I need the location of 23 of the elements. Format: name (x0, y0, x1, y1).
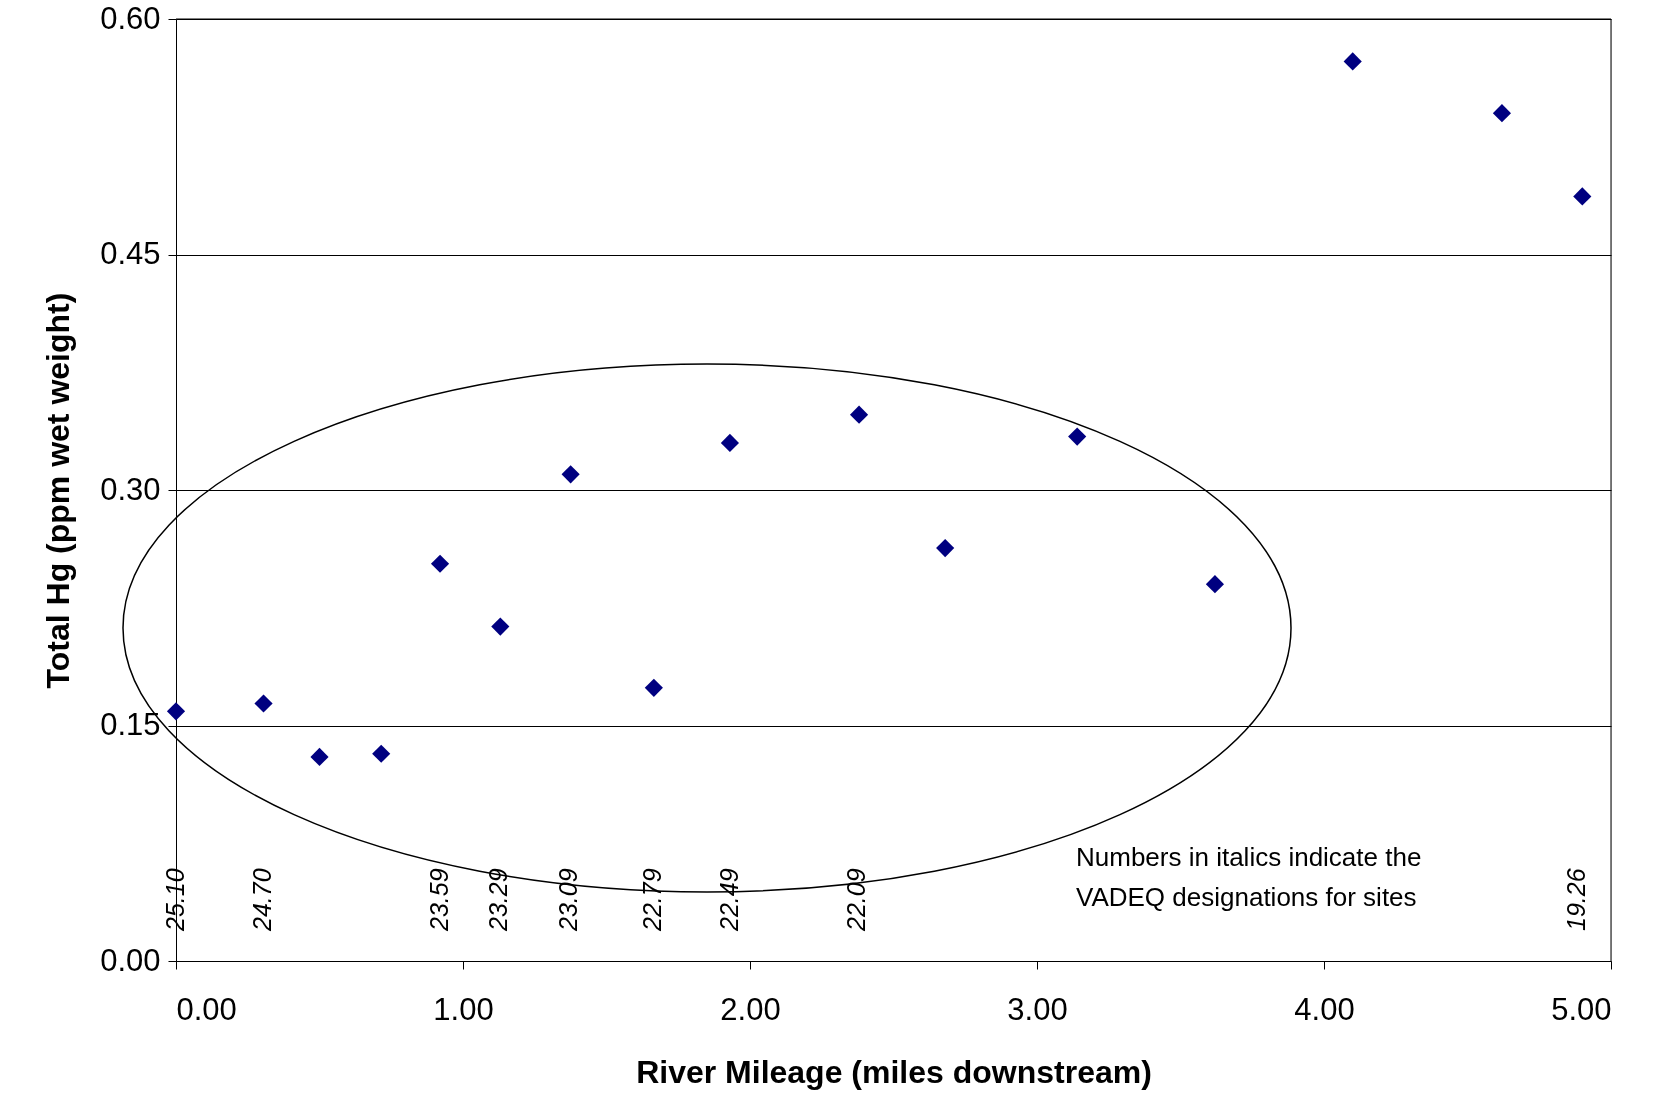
x-tick-label: 1.00 (433, 991, 494, 1027)
x-tick-label: 4.00 (1294, 991, 1355, 1027)
annotation: 25.10 (161, 868, 189, 932)
y-tick-label: 0.15 (100, 707, 161, 742)
x-tick-label: 3.00 (1007, 991, 1068, 1027)
y-tick-label: 0.30 (100, 471, 161, 507)
annotation: 23.59 (425, 868, 453, 932)
annotation: 19.26 (1562, 868, 1590, 931)
annotation: Numbers in italics indicate the VADEQ designations for sites (1076, 842, 1422, 912)
annotation: 22.79 (638, 868, 666, 932)
annotation: 24.70 (248, 868, 276, 932)
x-tick-label: 5.00 (1551, 991, 1612, 1027)
annotation: 22.49 (715, 868, 743, 932)
annotation: 23.09 (554, 868, 582, 932)
annotation: 23.29 (484, 868, 512, 932)
y-tick-label: 0.60 (100, 0, 161, 36)
annotation: 22.09 (842, 868, 870, 932)
x-tick-label: 0.00 (176, 991, 237, 1027)
y-tick-label: 0.00 (100, 942, 161, 978)
y-tick-label: 0.45 (100, 236, 161, 271)
x-tick-label: 2.00 (720, 991, 781, 1027)
x-axis-title: River Mileage (miles downstream) (636, 1053, 1152, 1090)
y-axis-title: Total Hg (ppm wet weight) (40, 292, 77, 689)
